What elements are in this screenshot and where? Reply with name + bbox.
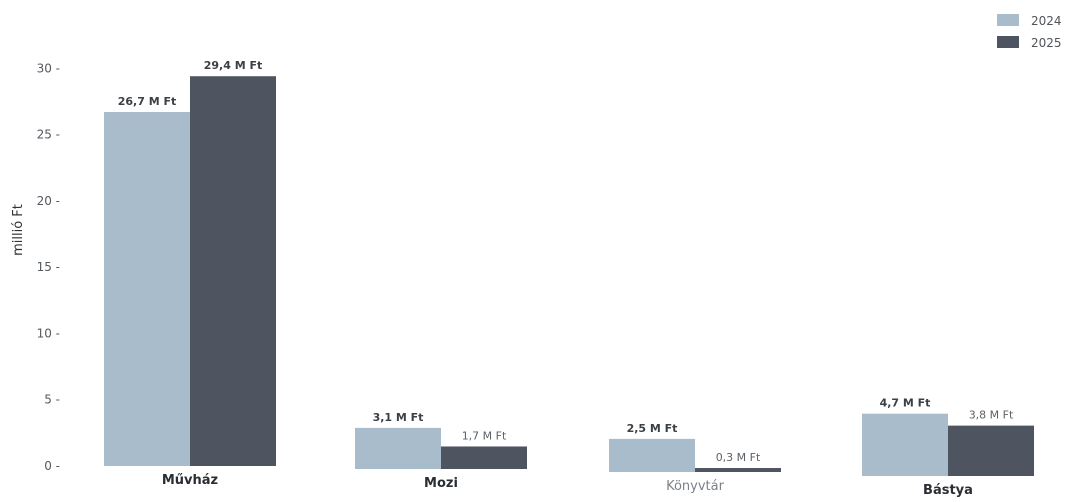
y-tick-label: 5 - [44,393,60,407]
data-label: 4,7 M Ft [880,397,931,410]
data-label: 3,1 M Ft [373,411,424,424]
bar-2024-2 [355,427,441,469]
bars [104,76,1034,476]
bar-2025-1 [190,76,276,467]
bar-2025-4 [948,425,1034,476]
y-tick-label: 10 - [37,326,60,340]
legend-label: 2024 [1031,14,1062,28]
category-label: Művház [162,473,218,488]
data-label: 3,8 M Ft [969,409,1014,422]
category-labels: Művház Mozi Könyvtár Bástya [162,473,973,498]
category-label: Bástya [923,483,973,498]
category-label: Mozi [424,476,458,491]
y-tick-label: 30 - [37,61,60,75]
category-label: Könyvtár [666,479,725,494]
y-tick-label: 25 - [37,128,60,142]
data-label: 29,4 M Ft [204,59,263,72]
y-axis-label: millió Ft [11,204,26,256]
legend-swatch-2025 [997,36,1019,48]
data-label: 26,7 M Ft [118,95,177,108]
bar-2024-1 [104,112,190,466]
bar-2025-3 [695,468,781,472]
data-label: 0,3 M Ft [716,451,761,464]
y-tick-label: 0 - [44,459,60,473]
data-label: 2,5 M Ft [627,422,678,435]
bar-2025-2 [441,446,527,469]
legend-label: 2025 [1031,36,1062,50]
data-labels: 26,7 M Ft 3,1 M Ft 2,5 M Ft 4,7 M Ft 29,4 M … [118,59,1014,464]
data-label: 1,7 M Ft [462,429,507,442]
y-axis-ticks: 0 - 5 - 10 - 15 - 20 - 25 - 30 - [37,61,60,473]
y-tick-label: 20 - [37,194,60,208]
y-tick-label: 15 - [37,260,60,274]
legend: 2024 2025 [997,14,1062,50]
bar-2024-4 [862,413,948,476]
legend-swatch-2024 [997,14,1019,26]
bar-2024-3 [609,438,695,472]
